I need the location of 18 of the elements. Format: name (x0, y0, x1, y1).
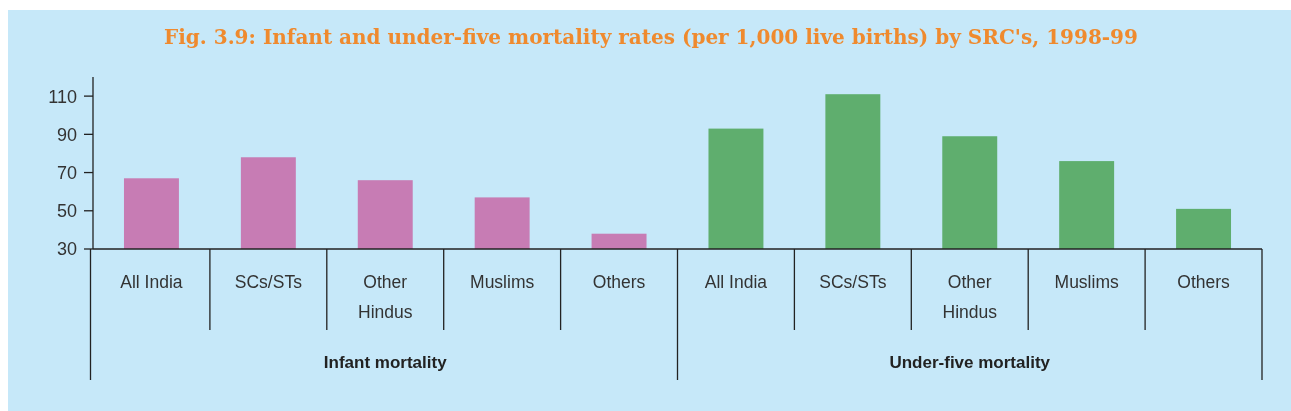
y-tick-label: 70 (56, 163, 77, 184)
x-tick-label: Other Hindus (942, 272, 998, 322)
x-tick-label: Muslims (1054, 272, 1119, 292)
x-tick-label: SCs/STs (234, 272, 303, 292)
x-tick-label: All India (120, 272, 183, 292)
x-tick-label: SCs/STs (819, 272, 887, 292)
x-tick-label: All India (704, 272, 768, 292)
x-tick-label: Others (592, 272, 646, 292)
y-tick-label: 30 (56, 239, 77, 260)
y-tick-label: 90 (56, 124, 77, 145)
x-tick-label: Other Hindus (358, 272, 413, 322)
x-tick-label: Muslims (470, 272, 535, 292)
x-tick-label: Others (1177, 272, 1231, 292)
text: Infant mortality (323, 353, 448, 372)
text: Under-five mortality (889, 353, 1051, 372)
chart-title: Fig. 3.9: Infant and under-five mortality rates (per 1,000 live births) by SRC's, 1998-99 (164, 25, 1138, 49)
y-tick-label: 110 (48, 86, 77, 107)
y-tick-label: 50 (56, 201, 77, 222)
